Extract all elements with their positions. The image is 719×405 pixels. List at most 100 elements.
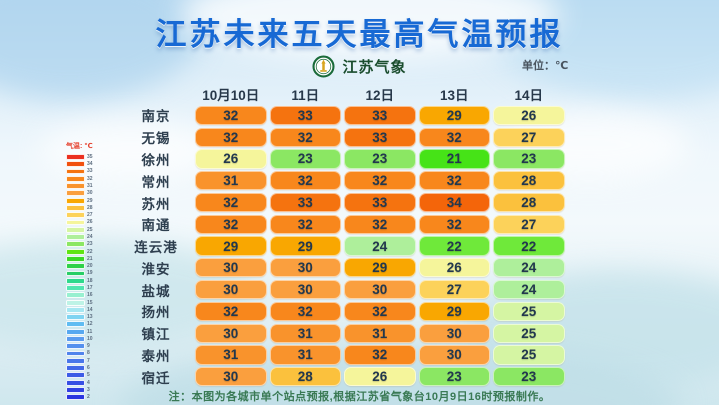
legend-value: 4 — [87, 379, 90, 386]
legend-value: 31 — [87, 183, 93, 190]
legend-entry: 28 — [66, 204, 93, 211]
temp-cell: 29 — [344, 258, 416, 278]
temp-cell: 32 — [344, 214, 416, 234]
legend-entry: 31 — [66, 183, 93, 190]
legend-entry: 15 — [66, 299, 93, 306]
legend-swatch — [66, 241, 85, 248]
temp-cell: 32 — [269, 127, 341, 147]
legend-swatch — [66, 328, 85, 335]
temp-cell: 28 — [493, 192, 565, 213]
temp-cell: 30 — [195, 280, 267, 300]
legend-value: 3 — [87, 386, 90, 393]
temp-cell: 32 — [269, 171, 341, 191]
city-label: 南京 — [141, 109, 171, 125]
temp-cell: 32 — [344, 301, 416, 321]
corner-spacer — [120, 84, 192, 103]
legend-entry: 8 — [66, 350, 93, 357]
legend-entry: 14 — [66, 306, 93, 313]
city-label: 淮安 — [141, 261, 171, 277]
legend-entry: 35 — [66, 154, 93, 160]
legend-swatch — [66, 161, 85, 168]
legend-swatch — [66, 299, 85, 306]
legend-value: 35 — [87, 153, 93, 160]
temp-cell: 24 — [344, 236, 416, 256]
temp-cell: 32 — [195, 192, 267, 213]
temp-cell: 33 — [269, 105, 341, 125]
legend-entry: 5 — [66, 372, 93, 379]
legend-value: 25 — [87, 226, 93, 233]
temp-cell: 33 — [344, 192, 416, 213]
legend-value: 2 — [87, 394, 90, 401]
temp-cell: 33 — [269, 192, 341, 213]
legend-entry: 9 — [66, 343, 93, 350]
legend-value: 7 — [87, 357, 90, 364]
legend-swatch — [66, 190, 85, 197]
legend-value: 30 — [87, 190, 93, 197]
legend-value: 18 — [87, 277, 93, 284]
temp-cell: 31 — [269, 323, 341, 343]
logo: 江苏气象 — [0, 55, 719, 78]
legend-entry: 20 — [66, 263, 93, 270]
legend-value: 26 — [87, 219, 93, 226]
page-title: 江苏未来五天最高气温预报 — [155, 17, 564, 52]
city-label: 连云港 — [134, 240, 178, 256]
legend-entry: 17 — [66, 285, 93, 291]
temp-cell: 29 — [418, 301, 490, 321]
temp-cell: 32 — [418, 214, 490, 234]
temp-cell: 32 — [269, 301, 341, 321]
temp-cell: 24 — [493, 280, 565, 300]
legend-value: 14 — [87, 306, 93, 313]
column-header: 12日 — [365, 87, 395, 103]
temp-cell: 33 — [344, 127, 416, 147]
legend-value: 27 — [87, 212, 93, 219]
temp-cell: 26 — [195, 149, 267, 169]
temp-cell: 30 — [418, 323, 490, 343]
legend-value: 20 — [87, 263, 93, 270]
legend-value: 21 — [87, 255, 93, 262]
temp-cell: 25 — [493, 345, 565, 365]
column-header: 14日 — [514, 87, 544, 103]
temp-cell: 23 — [269, 149, 341, 169]
legend-entry: 10 — [66, 336, 93, 342]
legend-entry: 16 — [66, 292, 93, 299]
city-label: 无锡 — [141, 131, 171, 147]
temp-cell: 22 — [418, 236, 490, 256]
legend-value: 9 — [87, 343, 90, 350]
temp-cell: 27 — [418, 280, 490, 300]
legend-swatch — [66, 204, 85, 211]
legend-swatch — [66, 336, 85, 342]
legend-entry: 33 — [66, 168, 93, 175]
temp-cell: 31 — [195, 345, 267, 365]
temp-cell: 27 — [493, 127, 565, 147]
temp-cell: 32 — [195, 127, 267, 147]
city-label: 扬州 — [141, 305, 171, 321]
temp-cell: 34 — [418, 192, 490, 213]
temp-cell: 32 — [418, 171, 490, 191]
temp-cell: 25 — [493, 323, 565, 343]
legend-swatch — [66, 212, 85, 219]
temp-cell: 23 — [344, 149, 416, 169]
temperature-legend: 气温: ℃ 35 34 33 32 31 30 29 28 27 26 25 24 23 22 21 20 19… — [66, 141, 93, 401]
legend-value: 8 — [87, 350, 90, 357]
temp-cell: 30 — [195, 258, 267, 278]
legend-entry: 2 — [66, 394, 93, 401]
city-label: 苏州 — [141, 196, 171, 212]
legend-value: 19 — [87, 270, 93, 277]
temp-cell: 32 — [195, 214, 267, 234]
temp-cell: 23 — [493, 149, 565, 169]
legend-entry: 23 — [66, 241, 93, 248]
legend-entry: 21 — [66, 255, 93, 262]
temp-cell: 31 — [269, 345, 341, 365]
legend-swatch — [66, 321, 85, 328]
legend-swatch — [66, 168, 85, 175]
temp-cell: 31 — [195, 171, 267, 191]
legend-entry: 22 — [66, 248, 93, 255]
legend-entry: 11 — [66, 328, 93, 335]
legend-swatch — [66, 357, 85, 364]
legend-value: 15 — [87, 299, 93, 306]
legend-swatch — [66, 350, 85, 357]
legend-value: 10 — [87, 335, 93, 342]
temp-cell: 33 — [344, 105, 416, 125]
legend-swatch — [66, 343, 85, 350]
legend-value: 22 — [87, 248, 93, 255]
